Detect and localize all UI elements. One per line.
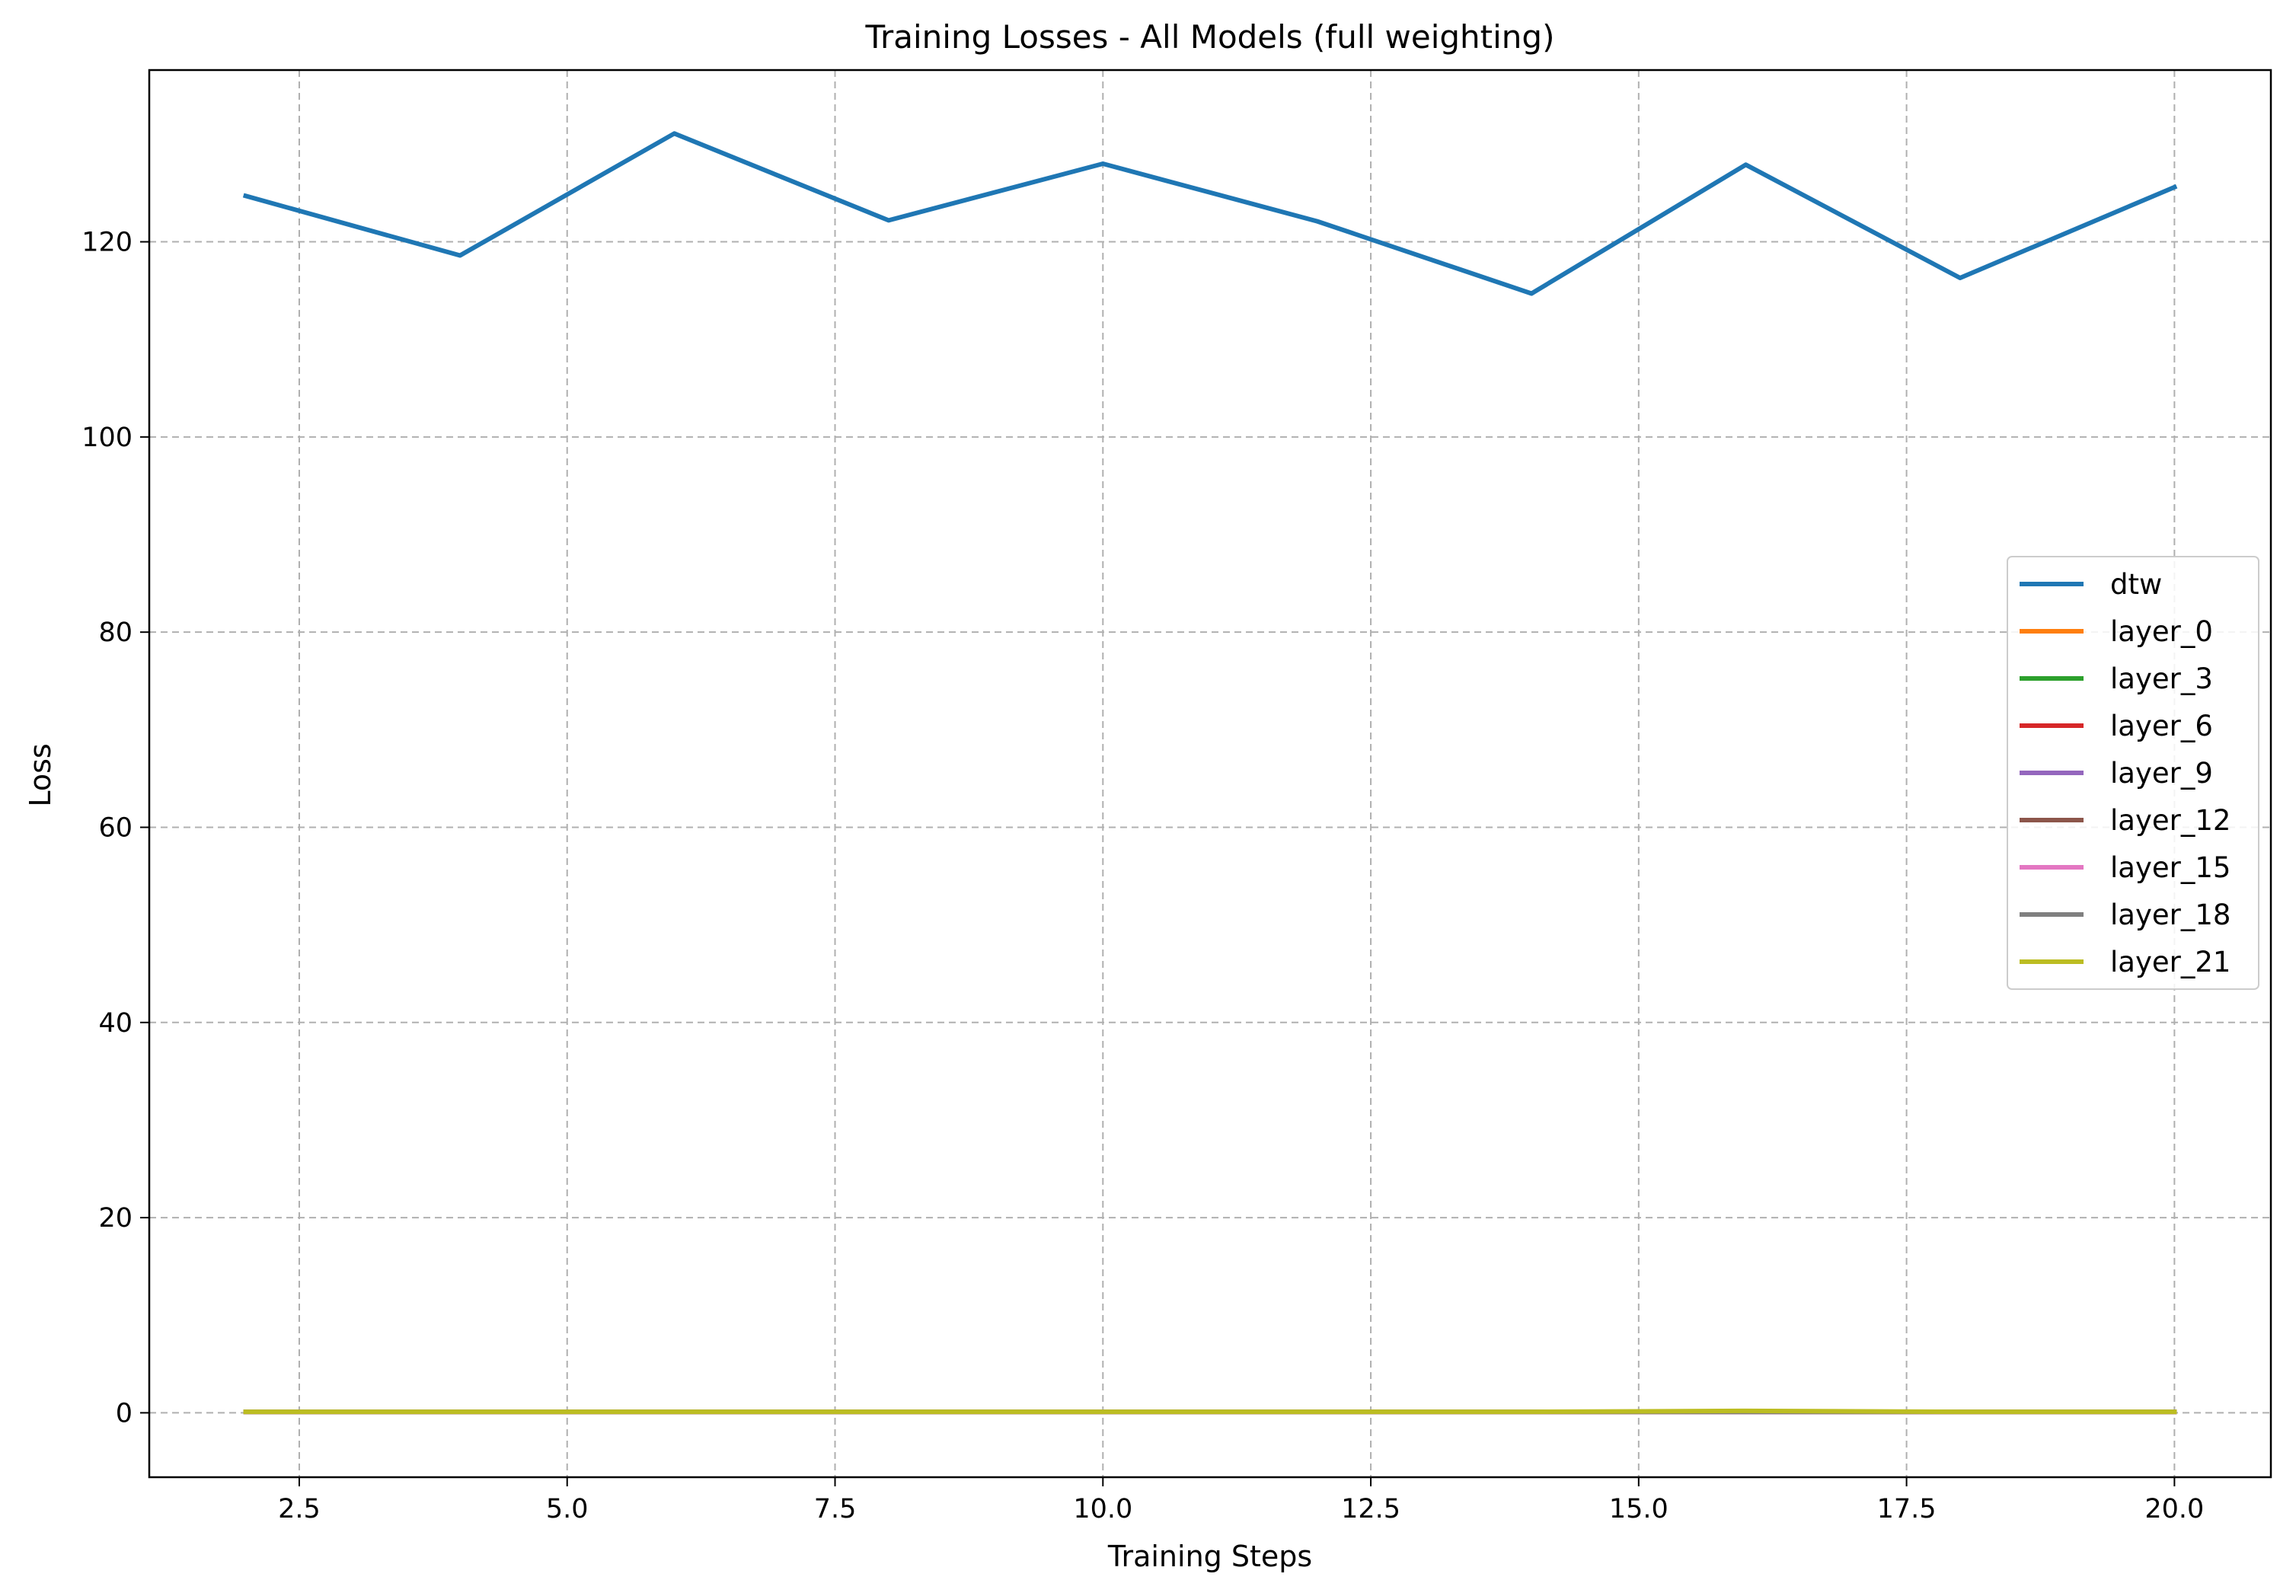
legend-label: layer_0 [2110, 615, 2213, 648]
series-line-layer-21 [243, 1408, 2177, 1415]
y-axis-label: Loss [24, 743, 57, 806]
legend: dtw layer_0 layer_3 layer_6 layer_9 layer_12l… [2007, 556, 2259, 990]
x-axis-label: Training Steps [1107, 1540, 1312, 1573]
x-tick-label: 2.5 [278, 1494, 321, 1524]
y-axis-ticks: 0 20 40 60 80 100 120 [81, 228, 149, 1428]
plot-frame [148, 69, 2272, 1479]
x-tick-label: 10.0 [1073, 1494, 1132, 1524]
legend-label: layer_6 [2110, 710, 2213, 742]
x-axis-ticks: 2.5 5.0 7.5 10.0 12.5 15.0 17.5 20.0 [278, 1477, 2204, 1524]
y-tick-label: 80 [98, 618, 133, 648]
x-tick-label: 5.0 [546, 1494, 589, 1524]
y-tick-label: 120 [81, 228, 133, 258]
legend-label: layer_9 [2110, 757, 2213, 790]
legend-label: layer_18 [2110, 899, 2231, 931]
y-tick-label: 100 [81, 423, 133, 453]
x-tick-label: 20.0 [2144, 1494, 2204, 1524]
legend-label: layer_3 [2110, 662, 2213, 695]
legend-box [2007, 556, 2259, 990]
legend-label: layer_12 [2110, 804, 2231, 837]
y-tick-label: 60 [98, 812, 133, 843]
series-lines [242, 131, 2178, 1415]
x-tick-label: 15.0 [1609, 1494, 1669, 1524]
x-tick-label: 17.5 [1877, 1494, 1937, 1524]
legend-label: layer_15 [2110, 851, 2231, 884]
y-tick-label: 20 [98, 1203, 133, 1234]
x-tick-label: 7.5 [814, 1494, 857, 1524]
legend-label: layer_21 [2110, 946, 2231, 978]
series-line-dtw [242, 131, 2178, 296]
legend-label: dtw [2110, 568, 2162, 601]
y-tick-label: 0 [116, 1398, 133, 1428]
y-tick-label: 40 [98, 1008, 133, 1039]
x-tick-label: 12.5 [1341, 1494, 1400, 1524]
chart-title: Training Losses - All Models (full weigh… [865, 18, 1555, 56]
